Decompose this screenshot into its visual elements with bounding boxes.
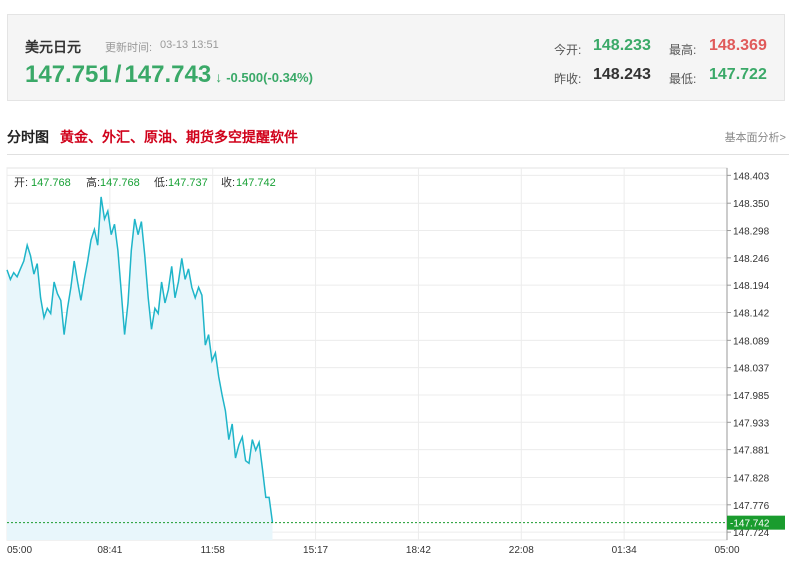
y-axis: 148.403 148.350 148.298 148.246 148.194 148.1… [726, 168, 770, 540]
high-value: 148.369 [709, 37, 767, 54]
ohlc-open-value: 147.768 [31, 177, 71, 189]
ohlc-open-label: 开: [14, 177, 28, 189]
chart-section-title: 分时图 [7, 129, 49, 145]
ohlc-high-value: 147.768 [100, 177, 140, 189]
y-tick-label: 147.828 [733, 473, 770, 484]
arrow-down-icon: ↓ [215, 69, 223, 85]
open-label: 今开: [554, 43, 582, 57]
promo-link[interactable]: 黄金、外汇、原油、期货多空提醒软件 [60, 129, 298, 145]
prev-close-value: 148.243 [593, 66, 651, 83]
ohlc-close-label: 收: [221, 175, 235, 189]
x-tick-label: 08:41 [97, 545, 122, 556]
section-divider [7, 154, 789, 155]
update-time-label: 更新时间: [105, 42, 153, 54]
current-price-label: -147.742 [730, 519, 770, 530]
fundamental-analysis-link[interactable]: 基本面分析> [724, 132, 786, 144]
price-line-series [6, 196, 274, 523]
bid-price: 147.751 [25, 61, 112, 88]
ohlc-close-value: 147.742 [236, 177, 276, 189]
x-tick-label: 15:17 [303, 545, 328, 556]
y-tick-label: 147.776 [733, 501, 770, 512]
y-tick-label: 148.089 [733, 336, 770, 347]
low-value: 147.722 [709, 66, 767, 83]
ohlc-low-label: 低: [154, 176, 168, 189]
price-area-fill [7, 196, 273, 540]
y-tick-label: 147.881 [733, 446, 770, 457]
high-label: 最高: [669, 43, 697, 57]
y-tick-label: 148.246 [733, 254, 770, 265]
x-tick-label: 01:34 [612, 545, 637, 556]
ohlc-readout: 开: 147.768 高: 147.768 低: 147.737 收: 147.… [14, 175, 276, 189]
prev-close-label: 昨收: [554, 72, 582, 86]
x-axis: 05:00 08:41 11:58 15:17 18:42 22:08 01:34 05:00 [7, 545, 740, 556]
y-tick-label: 147.724 [733, 528, 770, 539]
y-tick-label: 148.298 [733, 227, 770, 238]
y-tick-label: 148.194 [733, 281, 770, 292]
open-value: 148.233 [593, 37, 651, 54]
update-time-value: 03-13 13:51 [160, 39, 219, 51]
low-label: 最低: [669, 72, 697, 86]
x-tick-label: 18:42 [406, 545, 431, 556]
y-tick-label: 148.403 [733, 171, 770, 182]
y-tick-label: 147.933 [733, 418, 770, 429]
x-tick-label: 11:58 [201, 545, 226, 556]
y-tick-label: 148.142 [733, 308, 770, 319]
quote-panel: 美元日元 更新时间: 03-13 13:51 147.751/147.743 ↓ -… [7, 14, 785, 101]
y-tick-label: 148.037 [733, 364, 770, 375]
ohlc-high-label: 高: [86, 175, 100, 189]
x-tick-label: 05:00 [7, 545, 32, 556]
ohlc-low-value: 147.737 [168, 177, 208, 189]
ask-price: 147.743 [124, 61, 212, 88]
x-tick-label: 22:08 [509, 545, 534, 556]
currency-pair-name: 美元日元 [25, 39, 81, 55]
y-tick-label: 147.985 [733, 391, 770, 402]
price-change: -0.500(-0.34%) [226, 70, 313, 85]
y-tick-label: 148.350 [733, 199, 770, 210]
price-line: 147.751/147.743 ↓ -0.500(-0.34%) [25, 61, 313, 89]
price-separator: / [114, 61, 122, 88]
current-price-badge [727, 515, 785, 530]
x-tick-label: 05:00 [714, 545, 739, 556]
